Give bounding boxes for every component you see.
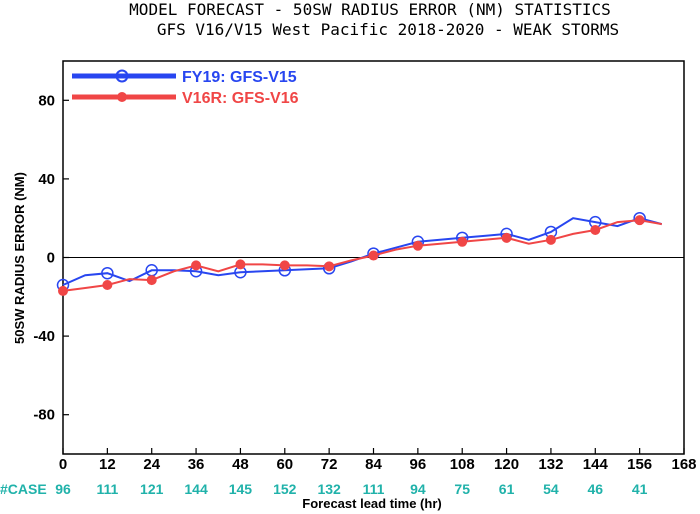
series-2-marker	[501, 232, 512, 243]
series-2-marker	[58, 285, 68, 296]
case-count: 132	[317, 481, 341, 497]
legend-marker	[117, 92, 127, 102]
case-row-label: #CASE	[0, 481, 47, 497]
series-2-marker	[368, 250, 379, 261]
series-2-marker	[102, 280, 113, 291]
x-tick-label: 24	[143, 456, 160, 473]
case-count: 61	[499, 481, 515, 497]
x-tick-label: 156	[627, 456, 652, 473]
case-count: 96	[55, 481, 71, 497]
case-count: 111	[96, 481, 118, 497]
y-axis-label: 50SW RADIUS ERROR (NM)	[12, 172, 27, 344]
case-count: 41	[632, 481, 648, 497]
legend-entry-label: V16R: GFS-V16	[182, 90, 299, 107]
series-2-marker	[545, 234, 556, 245]
x-tick-label: 72	[321, 456, 338, 473]
case-count: 54	[543, 481, 559, 497]
series-2-marker	[191, 260, 202, 271]
x-axis-label: Forecast lead time (hr)	[302, 496, 441, 511]
x-tick-label: 168	[671, 456, 696, 473]
case-count-layer: #CASE 96 111 121 144 145 152 132 111 94 75 61 54 46 41	[0, 481, 648, 497]
x-tick-label: 12	[99, 456, 116, 473]
x-tick-label: 0	[59, 456, 67, 473]
chart-subtitle: GFS V16/V15 West Pacific 2018-2020 - WEA…	[157, 20, 619, 39]
series-2-marker	[634, 215, 645, 226]
y-tick-label: 40	[38, 171, 55, 188]
series-2-marker	[457, 236, 468, 247]
case-count: 94	[410, 481, 426, 497]
x-tick-label: 96	[410, 456, 427, 473]
y-tick-label: 0	[47, 250, 55, 267]
y-tick-label: -80	[33, 407, 55, 424]
case-count: 111	[363, 481, 385, 497]
x-tick-label: 60	[276, 456, 293, 473]
case-count: 145	[229, 481, 253, 497]
x-tick-label: 132	[538, 456, 563, 473]
x-tick-label: 84	[365, 456, 382, 473]
series-2-marker	[235, 259, 246, 270]
legend-entry-label: FY19: GFS-V15	[182, 69, 297, 86]
x-tick-label: 48	[232, 456, 249, 473]
case-count: 152	[273, 481, 297, 497]
y-tick-label: -40	[33, 328, 55, 345]
y-tick-label: 80	[38, 92, 55, 109]
case-count: 121	[140, 481, 164, 497]
chart-title: MODEL FORECAST - 50SW RADIUS ERROR (NM) …	[129, 0, 611, 19]
series-2-marker	[146, 275, 157, 286]
tick-layer: 0 12 24 36 48 60 72 84 96 108 120 132 144 156 168 -80 -4…	[33, 92, 696, 473]
x-tick-label: 108	[450, 456, 475, 473]
series-line-2	[62, 219, 662, 292]
series-2-marker	[324, 261, 335, 272]
series-layer	[56, 211, 663, 296]
x-tick-label: 120	[494, 456, 519, 473]
legend: FY19: GFS-V15 V16R: GFS-V16	[72, 69, 299, 107]
series-1-marker	[101, 266, 114, 280]
series-2-marker	[279, 260, 290, 271]
case-count: 144	[184, 481, 208, 497]
series-2-marker	[590, 224, 601, 235]
series-2-marker	[412, 240, 423, 251]
case-count: 46	[587, 481, 603, 497]
case-count: 75	[454, 481, 470, 497]
legend-marker	[115, 69, 129, 83]
x-tick-label: 36	[188, 456, 205, 473]
x-tick-label: 144	[583, 456, 609, 473]
